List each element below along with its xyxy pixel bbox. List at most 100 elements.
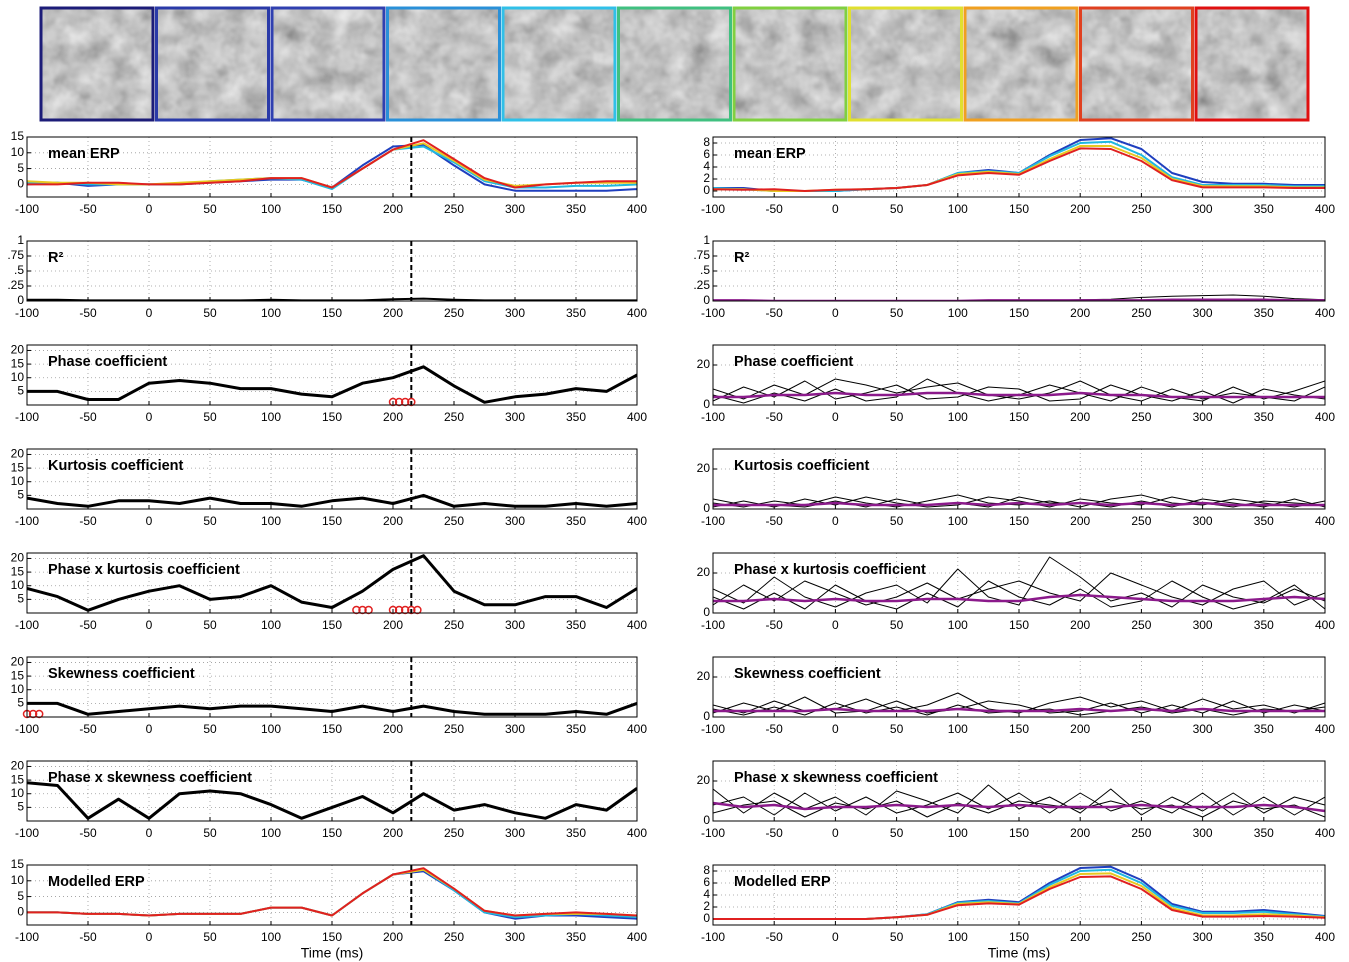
x-tick-label: 50 — [890, 514, 904, 528]
y-tick-label: 1 — [703, 233, 710, 247]
x-tick-label: 50 — [890, 618, 904, 632]
y-tick-label: 10 — [11, 682, 25, 696]
x-tick-label: 350 — [1254, 514, 1274, 528]
x-tick-label: 250 — [1131, 306, 1151, 320]
x-tick-label: 100 — [948, 410, 968, 424]
x-tick-label: 150 — [1009, 202, 1029, 216]
x-axis-label: Time (ms) — [988, 945, 1050, 961]
x-tick-label: 150 — [1009, 410, 1029, 424]
x-tick-label: 200 — [383, 930, 403, 944]
stimulus-image — [1081, 8, 1193, 120]
x-tick-label: 100 — [261, 202, 281, 216]
y-tick-label: 5 — [17, 384, 24, 398]
y-tick-label: 5 — [17, 889, 24, 903]
x-tick-label: 400 — [1315, 202, 1335, 216]
x-tick-label: 0 — [146, 722, 153, 736]
panel-title: R² — [734, 250, 749, 266]
x-tick-label: 200 — [1070, 410, 1090, 424]
y-tick-label: 20 — [697, 565, 711, 579]
x-tick-label: 300 — [505, 410, 525, 424]
x-tick-label: 100 — [261, 306, 281, 320]
x-tick-label: 350 — [566, 514, 586, 528]
x-tick-label: -100 — [701, 306, 725, 320]
y-tick-label: 4 — [703, 887, 710, 901]
x-tick-label: 300 — [505, 930, 525, 944]
x-tick-label: 50 — [890, 930, 904, 944]
x-tick-label: 50 — [203, 930, 217, 944]
x-tick-label: -100 — [15, 618, 39, 632]
panel-title: Phase coefficient — [734, 354, 853, 370]
x-tick-label: 400 — [1315, 618, 1335, 632]
x-tick-label: 250 — [444, 514, 464, 528]
x-tick-label: -100 — [15, 722, 39, 736]
x-tick-label: -100 — [701, 930, 725, 944]
panel-title: Kurtosis coefficient — [48, 458, 184, 474]
y-tick-label: .25 — [693, 278, 710, 292]
panel: -100-500501001502002503003504000.25.5.75… — [693, 233, 1335, 320]
x-tick-label: 200 — [1070, 306, 1090, 320]
x-tick-label: 150 — [322, 826, 342, 840]
x-tick-label: 0 — [146, 514, 153, 528]
y-tick-label: 5 — [17, 696, 24, 710]
x-tick-label: 400 — [627, 618, 647, 632]
x-tick-label: 400 — [627, 306, 647, 320]
y-tick-label: .25 — [7, 278, 24, 292]
x-tick-label: 300 — [1193, 410, 1213, 424]
x-tick-label: 400 — [1315, 826, 1335, 840]
x-tick-label: 200 — [1070, 826, 1090, 840]
x-tick-label: 250 — [444, 618, 464, 632]
x-tick-label: -50 — [766, 930, 784, 944]
y-tick-label: 5 — [17, 592, 24, 606]
x-tick-label: 100 — [261, 618, 281, 632]
x-tick-label: -100 — [701, 514, 725, 528]
x-tick-label: 50 — [203, 618, 217, 632]
x-tick-label: 0 — [832, 306, 839, 320]
y-tick-label: 20 — [697, 669, 711, 683]
y-tick-label: 15 — [11, 460, 25, 474]
x-tick-label: 400 — [627, 202, 647, 216]
x-tick-label: 0 — [146, 618, 153, 632]
panel: -100-500501001502002503003504005101520Ph… — [11, 759, 648, 841]
x-tick-label: 400 — [1315, 930, 1335, 944]
y-tick-label: 20 — [11, 551, 25, 565]
panel: -100-500501001502002503003504005101520Ph… — [11, 551, 648, 633]
panel: -100-50050100150200250300350400020Phase … — [697, 761, 1336, 840]
x-tick-label: 200 — [383, 306, 403, 320]
y-tick-label: 15 — [11, 564, 25, 578]
x-tick-label: 250 — [1131, 410, 1151, 424]
x-tick-label: 0 — [832, 722, 839, 736]
x-tick-label: 400 — [1315, 722, 1335, 736]
panel: -100-5005010015020025030035040002468mean… — [701, 135, 1335, 216]
y-tick-label: 0 — [703, 709, 710, 723]
stimulus-image — [734, 8, 846, 120]
y-tick-label: .75 — [693, 248, 710, 262]
x-tick-label: -50 — [79, 306, 97, 320]
x-tick-label: -50 — [79, 722, 97, 736]
x-tick-label: 300 — [505, 202, 525, 216]
x-tick-label: 0 — [832, 202, 839, 216]
y-tick-label: 15 — [11, 668, 25, 682]
y-tick-label: 20 — [697, 773, 711, 787]
y-tick-label: 10 — [11, 786, 25, 800]
x-tick-label: -50 — [766, 826, 784, 840]
x-tick-label: 350 — [566, 930, 586, 944]
x-tick-label: -50 — [79, 410, 97, 424]
y-tick-label: 0 — [703, 911, 710, 925]
x-tick-label: 350 — [1254, 930, 1274, 944]
x-tick-label: 400 — [1315, 410, 1335, 424]
x-tick-label: 250 — [444, 930, 464, 944]
y-tick-label: 8 — [703, 135, 710, 149]
x-axis-label: Time (ms) — [301, 945, 363, 961]
x-tick-label: -50 — [79, 826, 97, 840]
y-tick-label: 4 — [703, 159, 710, 173]
x-tick-label: 400 — [627, 722, 647, 736]
x-tick-label: -100 — [15, 202, 39, 216]
y-tick-label: 0 — [703, 605, 710, 619]
x-tick-label: 350 — [1254, 826, 1274, 840]
x-tick-label: 400 — [627, 826, 647, 840]
x-tick-label: 350 — [566, 202, 586, 216]
x-tick-label: -50 — [79, 202, 97, 216]
x-tick-label: 0 — [146, 826, 153, 840]
x-tick-label: 200 — [1070, 202, 1090, 216]
